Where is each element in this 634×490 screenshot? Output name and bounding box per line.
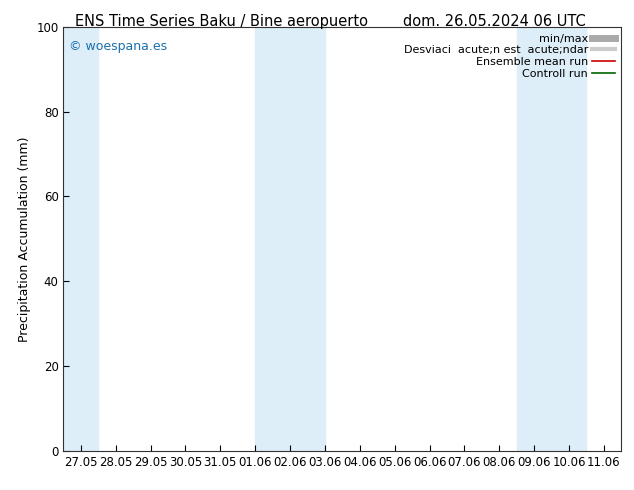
Legend: min/max, Desviaci  acute;n est  acute;ndar, Ensemble mean run, Controll run: min/max, Desviaci acute;n est acute;ndar… — [399, 29, 619, 83]
Text: © woespana.es: © woespana.es — [69, 40, 167, 52]
Text: dom. 26.05.2024 06 UTC: dom. 26.05.2024 06 UTC — [403, 14, 586, 29]
Bar — [255, 27, 325, 451]
Text: ENS Time Series Baku / Bine aeropuerto: ENS Time Series Baku / Bine aeropuerto — [75, 14, 368, 29]
Bar — [63, 27, 98, 451]
Y-axis label: Precipitation Accumulation (mm): Precipitation Accumulation (mm) — [18, 136, 30, 342]
Bar — [517, 27, 586, 451]
